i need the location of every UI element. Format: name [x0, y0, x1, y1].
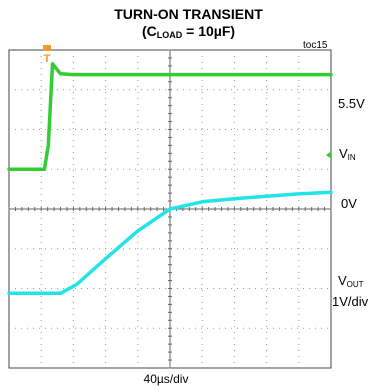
subtitle-suffix: = 10µF) [182, 23, 236, 39]
figure-id: toc15 [303, 40, 328, 51]
trace-vin [7, 62, 333, 172]
subtitle-sub: LOAD [156, 30, 183, 40]
vin-channel-marker [326, 151, 331, 159]
chart-subtitle: (CLOAD = 10µF) [0, 23, 377, 44]
vin-level-label: 5.5V [338, 96, 365, 111]
chart-title: TURN-ON TRANSIENT [114, 6, 263, 22]
trigger-marker-top [43, 45, 51, 51]
trigger-marker-letter: T [44, 53, 51, 65]
zero-level-label: 0V [341, 196, 357, 211]
subtitle-prefix: (C [141, 23, 157, 39]
vin-name-sub: IN [347, 153, 356, 162]
vout-name-label: VOUT [338, 273, 364, 289]
vout-scale-label: 1V/div [332, 294, 369, 309]
vin-name-main: V [339, 146, 348, 161]
time-scale-label: 40µs/div [143, 372, 189, 386]
vin-name-label: VIN [339, 146, 356, 162]
vout-name-sub: OUT [346, 280, 364, 289]
vout-name-main: V [338, 273, 347, 288]
trace-vout [7, 190, 333, 296]
